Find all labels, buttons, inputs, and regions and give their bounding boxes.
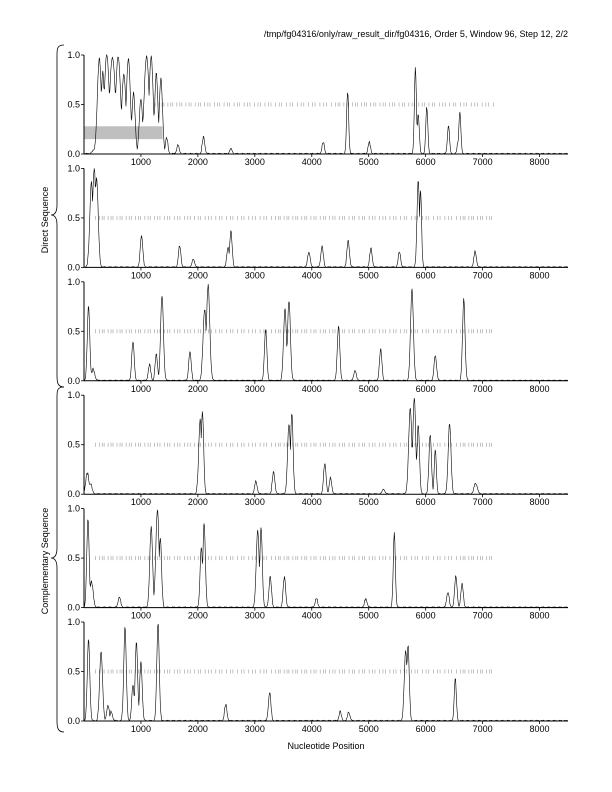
complementary-brace <box>50 386 65 733</box>
y-tick-label: 0.0 <box>67 376 80 386</box>
x-tick-label: 7000 <box>473 724 493 734</box>
x-tick-label: 6000 <box>416 157 436 167</box>
x-tick-label: 5000 <box>359 157 379 167</box>
y-tick-label: 0.0 <box>67 489 80 499</box>
page-title: /tmp/fg04316/only/raw_result_dir/fg04316… <box>264 29 568 39</box>
x-tick-label: 1000 <box>131 270 151 280</box>
panel-1: 0.0 0.5 1.0 1000 2000 3000 4000 5000 6000 7000 800… <box>67 50 569 167</box>
complementary-sequence-label: Complementary Sequence <box>40 508 50 615</box>
x-tick-label: 1000 <box>131 497 151 507</box>
y-tick-label: 1.0 <box>67 504 80 514</box>
signal-line <box>83 168 569 268</box>
signal-line <box>83 54 569 155</box>
x-tick-label: 8000 <box>530 384 550 394</box>
y-tick-label: 0.5 <box>67 100 80 110</box>
x-tick-label: 3000 <box>245 270 265 280</box>
x-tick-label: 5000 <box>359 270 379 280</box>
x-tick-label: 1000 <box>131 724 151 734</box>
panel-2: 0.0 0.5 1.0 1000 2000 3000 4000 5000 6000 7000 800… <box>67 163 569 280</box>
x-tick-label: 4000 <box>302 724 322 734</box>
x-tick-label: 1000 <box>131 611 151 621</box>
highlight-band <box>84 126 163 140</box>
direct-sequence-label: Direct Sequence <box>40 187 50 254</box>
signal-line <box>83 397 569 495</box>
x-tick-label: 6000 <box>416 384 436 394</box>
y-tick-label: 0.5 <box>67 440 80 450</box>
panel-5: 0.0 0.5 1.0 1000 2000 3000 4000 5000 6000 7000 800… <box>67 504 569 621</box>
x-tick-label: 5000 <box>359 611 379 621</box>
x-axis-label: Nucleotide Position <box>287 741 364 751</box>
x-tick-label: 3000 <box>245 611 265 621</box>
y-tick-label: 0.5 <box>67 326 80 336</box>
y-tick-label: 0.5 <box>67 213 80 223</box>
signal-line <box>83 284 569 382</box>
x-tick-label: 7000 <box>473 157 493 167</box>
x-tick-label: 4000 <box>302 384 322 394</box>
x-tick-label: 2000 <box>188 384 208 394</box>
y-tick-label: 0.5 <box>67 667 80 677</box>
x-tick-label: 8000 <box>530 157 550 167</box>
y-tick-label: 1.0 <box>67 277 80 287</box>
x-tick-label: 5000 <box>359 384 379 394</box>
x-tick-label: 3000 <box>245 384 265 394</box>
x-tick-label: 2000 <box>188 497 208 507</box>
signal-line <box>83 623 569 722</box>
x-tick-label: 2000 <box>188 724 208 734</box>
x-tick-label: 7000 <box>473 270 493 280</box>
y-tick-label: 1.0 <box>67 390 80 400</box>
x-tick-label: 7000 <box>473 497 493 507</box>
x-tick-label: 4000 <box>302 497 322 507</box>
y-tick-label: 1.0 <box>67 50 80 60</box>
y-tick-label: 0.0 <box>67 716 80 726</box>
x-tick-label: 5000 <box>359 724 379 734</box>
x-tick-label: 6000 <box>416 497 436 507</box>
y-tick-label: 1.0 <box>67 617 80 627</box>
x-tick-label: 5000 <box>359 497 379 507</box>
y-tick-label: 0.0 <box>67 603 80 613</box>
x-tick-label: 8000 <box>530 497 550 507</box>
panel-6: 0.0 0.5 1.0 1000 2000 3000 4000 5000 6000 7000 800… <box>67 617 569 734</box>
x-tick-label: 8000 <box>530 270 550 280</box>
panel-4: 0.0 0.5 1.0 1000 2000 3000 4000 5000 6000 7000 800… <box>67 390 569 507</box>
x-tick-label: 1000 <box>131 384 151 394</box>
direct-brace <box>50 44 65 388</box>
x-tick-label: 4000 <box>302 157 322 167</box>
x-tick-label: 6000 <box>416 611 436 621</box>
x-tick-label: 2000 <box>188 270 208 280</box>
x-tick-label: 1000 <box>131 157 151 167</box>
x-tick-label: 2000 <box>188 611 208 621</box>
x-tick-label: 4000 <box>302 270 322 280</box>
panel-3: 0.0 0.5 1.0 1000 2000 3000 4000 5000 6000 7000 800… <box>67 277 569 394</box>
x-tick-label: 4000 <box>302 611 322 621</box>
x-tick-label: 6000 <box>416 270 436 280</box>
x-tick-label: 7000 <box>473 384 493 394</box>
x-tick-label: 8000 <box>530 724 550 734</box>
y-tick-label: 0.5 <box>67 553 80 563</box>
x-tick-label: 2000 <box>188 157 208 167</box>
x-tick-label: 3000 <box>245 724 265 734</box>
signal-line <box>83 509 569 609</box>
panels-group: 0.0 0.5 1.0 1000 2000 3000 4000 5000 6000 7000 800… <box>67 50 569 734</box>
y-tick-label: 1.0 <box>67 163 80 173</box>
x-tick-label: 7000 <box>473 611 493 621</box>
x-tick-label: 3000 <box>245 157 265 167</box>
x-tick-label: 8000 <box>530 611 550 621</box>
y-tick-label: 0.0 <box>67 262 80 272</box>
x-tick-label: 3000 <box>245 497 265 507</box>
y-tick-label: 0.0 <box>67 149 80 159</box>
x-tick-label: 6000 <box>416 724 436 734</box>
